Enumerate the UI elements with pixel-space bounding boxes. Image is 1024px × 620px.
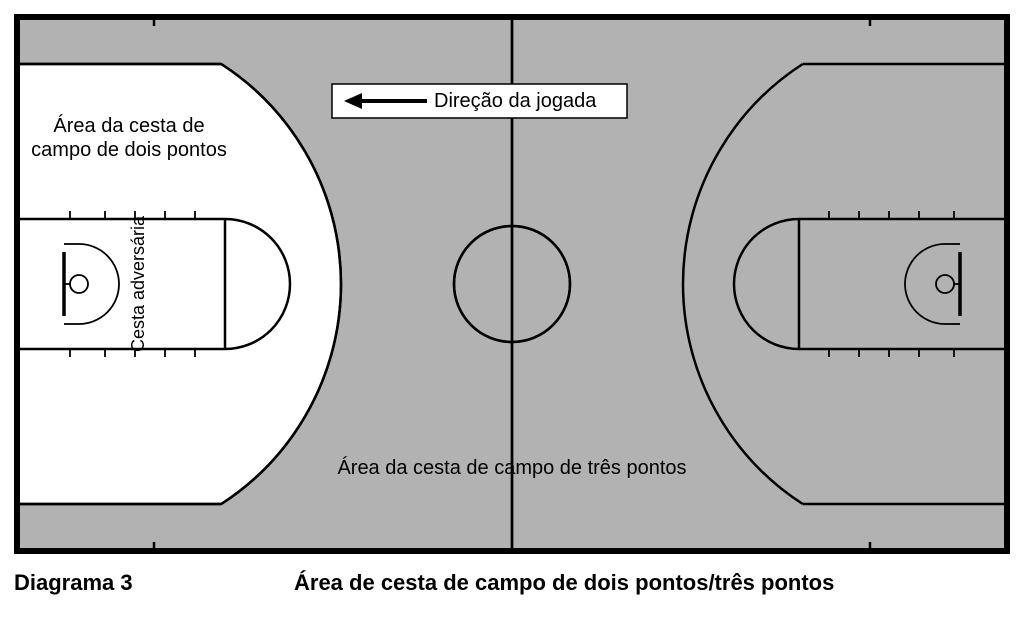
basketball-court-svg: Direção da jogada Área da cesta decampo d… xyxy=(14,14,1010,554)
caption-row: Diagrama 3 Área de cesta de campo de doi… xyxy=(14,570,1010,596)
opponent-basket-label: Cesta adversária xyxy=(128,215,148,352)
two-point-label-line1: Área da cesta de xyxy=(53,114,204,137)
play-direction-label: Direção da jogada xyxy=(434,90,597,112)
caption-number: Diagrama 3 xyxy=(14,570,294,596)
three-point-label: Área da cesta de campo de três pontos xyxy=(337,456,686,479)
court-diagram: Direção da jogada Área da cesta decampo d… xyxy=(14,14,1010,554)
caption-text: Área de cesta de campo de dois pontos/tr… xyxy=(294,570,1010,596)
two-point-label-line2: campo de dois pontos xyxy=(31,139,227,161)
